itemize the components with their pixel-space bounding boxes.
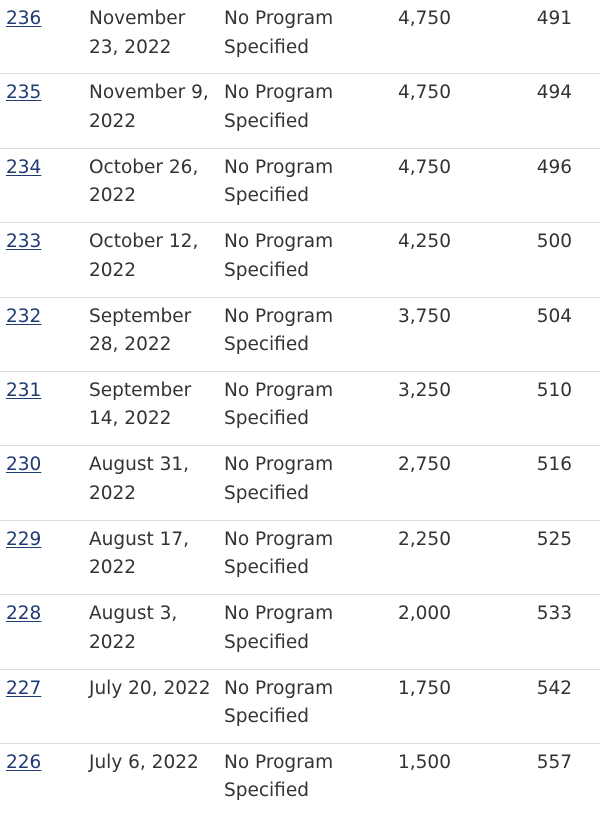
invitations-count: 525 <box>536 528 572 550</box>
draw-number-link[interactable]: 229 <box>6 528 42 550</box>
program-name: No Program Specified <box>224 305 334 356</box>
draw-number-cell: 228 <box>6 600 76 629</box>
invitations-count: 500 <box>536 231 572 253</box>
draw-date: July 6, 2022 <box>89 751 199 773</box>
crs-cutoff: 4,750 <box>398 8 451 29</box>
table-row: 228 August 3, 2022 No Program Specified … <box>0 595 600 670</box>
draw-date: October 26, 2022 <box>89 156 199 207</box>
crs-cutoff: 3,250 <box>398 379 451 401</box>
draw-number-link[interactable]: 232 <box>6 305 42 327</box>
draw-number-cell: 234 <box>6 154 76 183</box>
crs-cutoff: 4,750 <box>398 156 451 178</box>
draw-number-cell: 229 <box>6 526 76 555</box>
draw-date: September 14, 2022 <box>89 379 192 430</box>
program-name: No Program Specified <box>224 677 334 728</box>
table-row: 232 September 28, 2022 No Program Specif… <box>0 298 600 372</box>
crs-cutoff: 1,500 <box>398 751 451 773</box>
invitations-count: 494 <box>536 82 572 104</box>
program-name: No Program Specified <box>224 751 334 802</box>
table-row: 229 August 17, 2022 No Program Specified… <box>0 521 600 596</box>
draw-date: November 23, 2022 <box>89 8 186 58</box>
table-row: 233 October 12, 2022 No Program Specifie… <box>0 223 600 298</box>
draw-number-link[interactable]: 226 <box>6 751 42 773</box>
draw-date: September 28, 2022 <box>89 305 192 356</box>
crs-cutoff: 2,250 <box>398 528 451 550</box>
draw-number-link[interactable]: 228 <box>6 603 42 625</box>
program-name: No Program Specified <box>224 156 334 207</box>
invitations-count: 504 <box>536 305 572 327</box>
draw-number-link[interactable]: 227 <box>6 677 42 699</box>
crs-cutoff: 1,750 <box>398 677 451 699</box>
table-row: 226 July 6, 2022 No Program Specified 1,… <box>0 744 600 818</box>
draw-date: August 3, 2022 <box>89 603 178 653</box>
draw-date: July 20, 2022 <box>89 677 211 699</box>
draw-number-cell: 231 <box>6 377 76 406</box>
draw-number-link[interactable]: 233 <box>6 231 42 253</box>
program-name: No Program Specified <box>224 454 334 504</box>
program-name: No Program Specified <box>224 231 334 281</box>
table-row: 234 October 26, 2022 No Program Specifie… <box>0 149 600 224</box>
invitations-count: 510 <box>536 379 572 401</box>
table-row: 230 August 31, 2022 No Program Specified… <box>0 446 600 521</box>
table-row: 231 September 14, 2022 No Program Specif… <box>0 372 600 447</box>
crs-cutoff: 3,750 <box>398 305 451 327</box>
draw-date: October 12, 2022 <box>89 231 199 281</box>
program-name: No Program Specified <box>224 379 334 430</box>
draw-number-link[interactable]: 235 <box>6 82 42 104</box>
draw-number-cell: 230 <box>6 451 76 480</box>
table-row: 235 November 9, 2022 No Program Specifie… <box>0 74 600 149</box>
draw-number-link[interactable]: 231 <box>6 379 42 401</box>
invitations-count: 557 <box>536 751 572 773</box>
crs-cutoff: 2,750 <box>398 454 451 476</box>
program-name: No Program Specified <box>224 528 334 579</box>
invitations-count: 533 <box>536 603 572 625</box>
program-name: No Program Specified <box>224 8 334 58</box>
draw-number-cell: 233 <box>6 228 76 257</box>
table-row: 236 November 23, 2022 No Program Specifi… <box>0 0 600 75</box>
crs-cutoff: 4,750 <box>398 82 451 104</box>
draw-date: November 9, 2022 <box>89 82 209 132</box>
crs-cutoff: 2,000 <box>398 603 451 625</box>
draw-date: August 17, 2022 <box>89 528 190 579</box>
invitations-count: 542 <box>536 677 572 699</box>
draw-number-cell: 227 <box>6 675 76 704</box>
draw-number-cell: 232 <box>6 303 76 332</box>
draw-number-cell: 226 <box>6 749 76 778</box>
draw-number-link[interactable]: 230 <box>6 454 42 476</box>
program-name: No Program Specified <box>224 82 334 132</box>
draw-number-link[interactable]: 234 <box>6 156 42 178</box>
invitations-count: 516 <box>536 454 572 476</box>
draw-number-cell: 236 <box>6 5 76 34</box>
table-row: 227 July 20, 2022 No Program Specified 1… <box>0 670 600 744</box>
draw-date: August 31, 2022 <box>89 454 190 504</box>
program-name: No Program Specified <box>224 603 334 653</box>
draw-number-cell: 235 <box>6 79 76 108</box>
invitations-count: 491 <box>536 8 572 29</box>
invitations-count: 496 <box>536 156 572 178</box>
crs-cutoff: 4,250 <box>398 231 451 253</box>
draw-number-link[interactable]: 236 <box>6 8 42 29</box>
